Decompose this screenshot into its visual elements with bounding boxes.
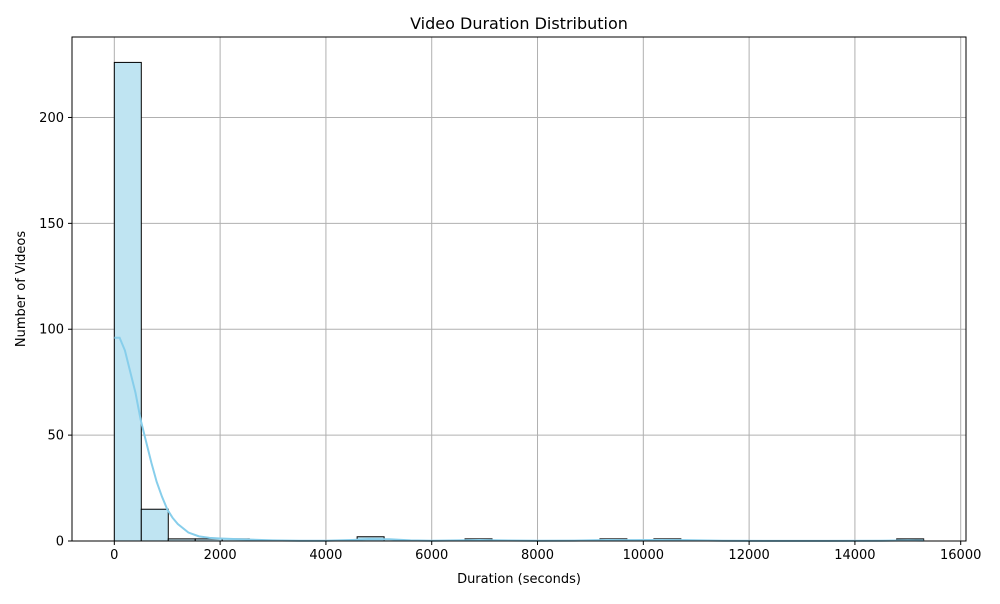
- x-tick-label: 4000: [309, 548, 342, 563]
- grid-layer: [72, 37, 966, 542]
- y-tick-label: 200: [39, 111, 64, 126]
- y-tick-label: 150: [39, 217, 64, 232]
- histogram-bar: [140, 508, 169, 542]
- kde-layer: [114, 336, 924, 542]
- x-axis-ticks: 0 2000 4000 6000 8000 10000 12000 14000 16000: [110, 541, 981, 563]
- x-tick-label: 16000: [940, 548, 981, 563]
- y-tick-label: 100: [39, 323, 64, 338]
- y-tick-label: 50: [47, 429, 64, 444]
- y-axis-label: Number of Videos: [14, 231, 29, 347]
- plot-frame: [71, 36, 967, 542]
- bar-layer: [113, 61, 925, 542]
- x-tick-label: 0: [110, 548, 118, 563]
- chart-title: Video Duration Distribution: [410, 14, 628, 33]
- x-tick-label: 12000: [728, 548, 769, 563]
- x-tick-label: 2000: [204, 548, 237, 563]
- histogram-bar: [113, 61, 142, 542]
- x-axis-label: Duration (seconds): [457, 572, 581, 587]
- x-tick-label: 14000: [834, 548, 875, 563]
- x-tick-label: 6000: [415, 548, 448, 563]
- y-tick-label: 0: [56, 535, 64, 550]
- y-axis-ticks: 0 50 100 150 200: [39, 111, 72, 550]
- x-tick-label: 10000: [623, 548, 664, 563]
- kde-curve: [114, 336, 924, 542]
- x-tick-label: 8000: [521, 548, 554, 563]
